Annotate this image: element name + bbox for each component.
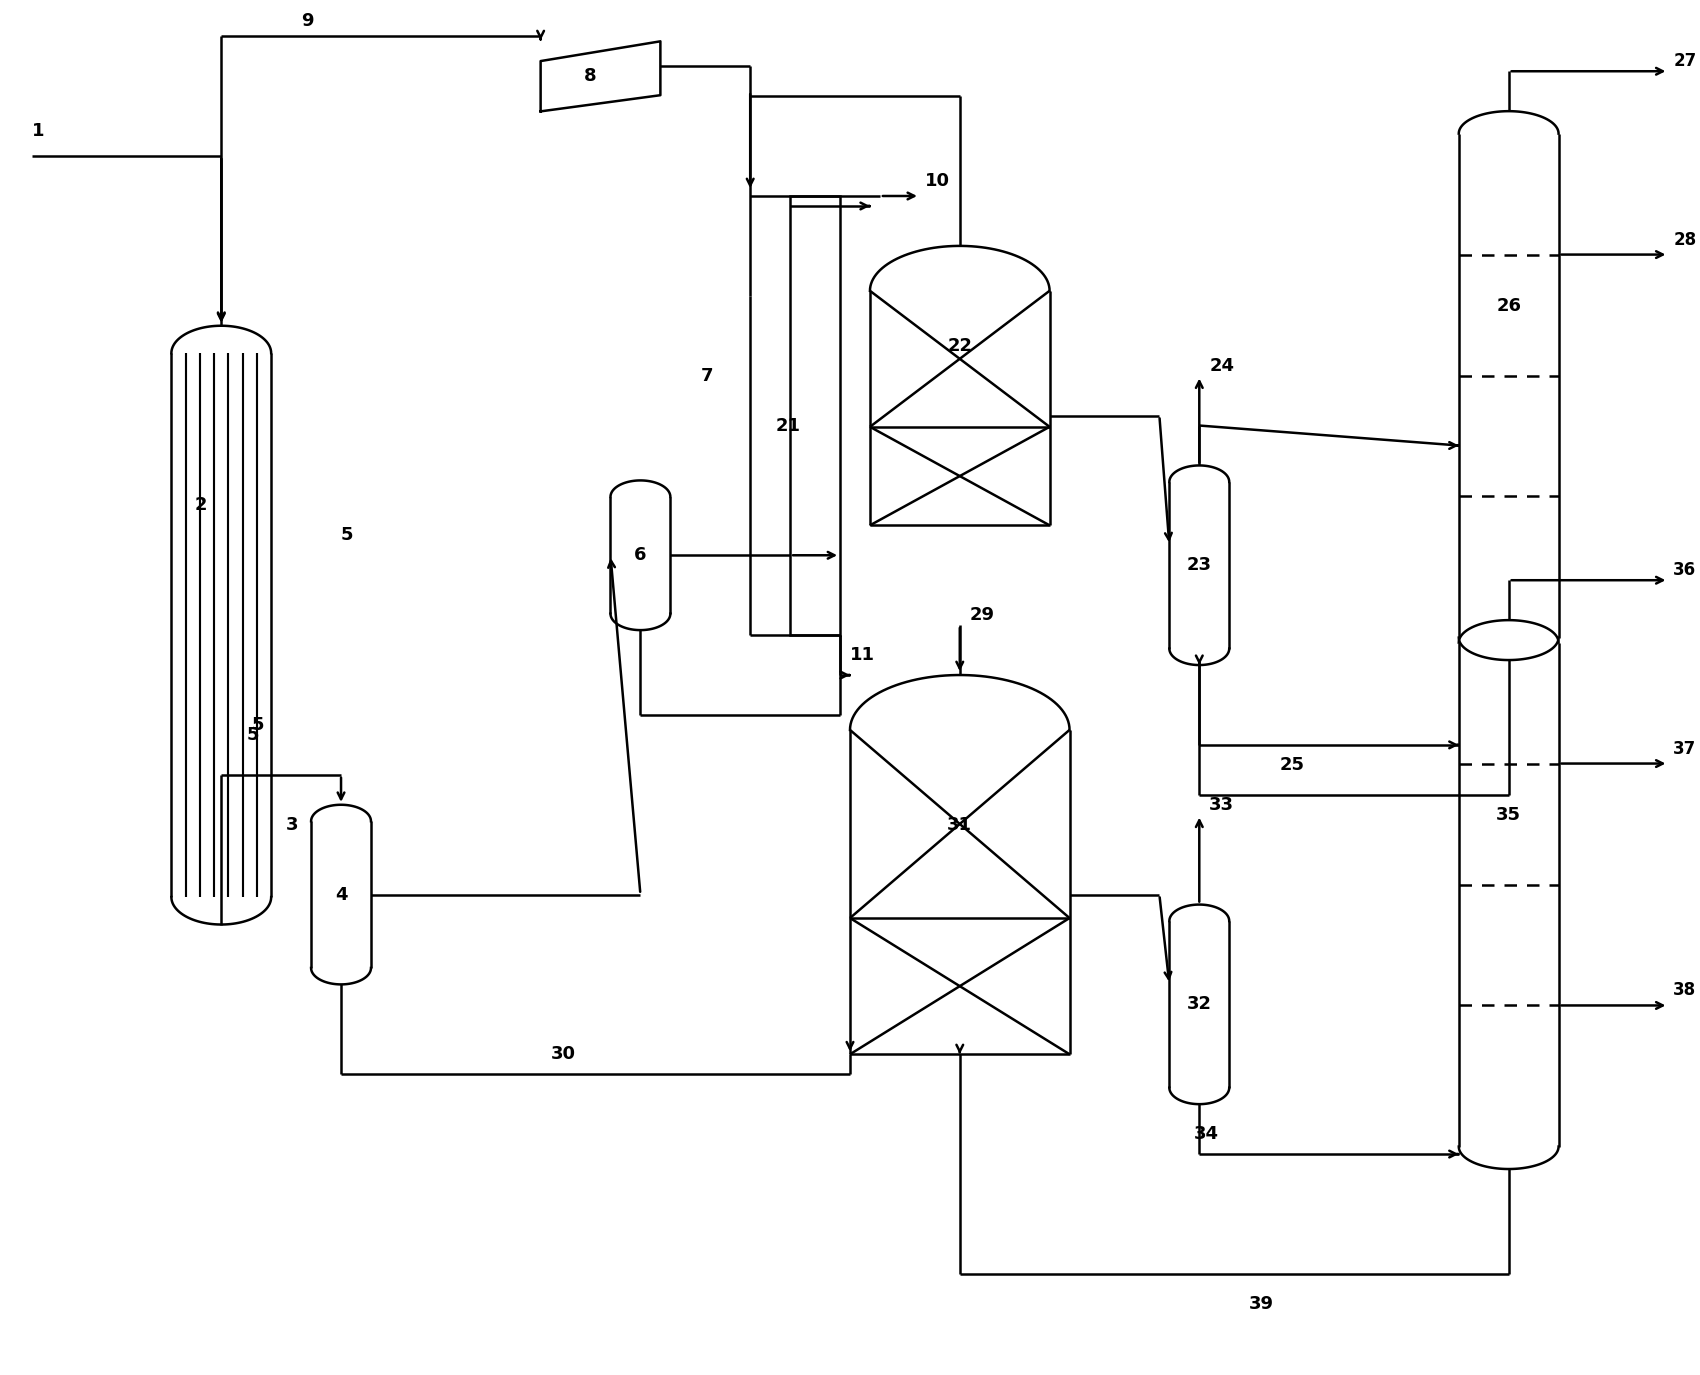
- Text: 6: 6: [634, 546, 646, 564]
- Text: 26: 26: [1496, 297, 1522, 315]
- Text: 29: 29: [969, 606, 994, 624]
- Text: 31: 31: [947, 815, 972, 833]
- Text: 3: 3: [286, 815, 299, 833]
- Text: 23: 23: [1187, 557, 1212, 575]
- Text: 35: 35: [1496, 806, 1522, 824]
- Text: 21: 21: [775, 417, 801, 434]
- Text: 30: 30: [551, 1045, 576, 1063]
- Text: 38: 38: [1673, 982, 1697, 1000]
- Text: 25: 25: [1278, 756, 1304, 774]
- Text: 22: 22: [947, 337, 972, 355]
- Text: 27: 27: [1673, 52, 1697, 70]
- Text: 7: 7: [700, 367, 712, 385]
- Text: 33: 33: [1209, 796, 1234, 814]
- Text: 28: 28: [1673, 231, 1697, 249]
- Text: 39: 39: [1250, 1295, 1275, 1313]
- Text: 5: 5: [252, 716, 264, 734]
- Text: 32: 32: [1187, 996, 1212, 1013]
- Text: 8: 8: [585, 67, 597, 85]
- Text: 24: 24: [1209, 356, 1234, 374]
- Text: 36: 36: [1673, 561, 1697, 579]
- Text: 37: 37: [1673, 740, 1697, 758]
- Text: 5: 5: [342, 527, 354, 544]
- Text: 11: 11: [850, 646, 876, 664]
- Text: 34: 34: [1195, 1125, 1219, 1143]
- Text: 5: 5: [246, 726, 258, 744]
- Text: 4: 4: [335, 886, 347, 903]
- Text: 10: 10: [925, 172, 950, 190]
- Text: 1: 1: [32, 122, 44, 140]
- Text: 2: 2: [196, 496, 207, 514]
- Text: 9: 9: [301, 12, 313, 30]
- Bar: [790, 197, 840, 635]
